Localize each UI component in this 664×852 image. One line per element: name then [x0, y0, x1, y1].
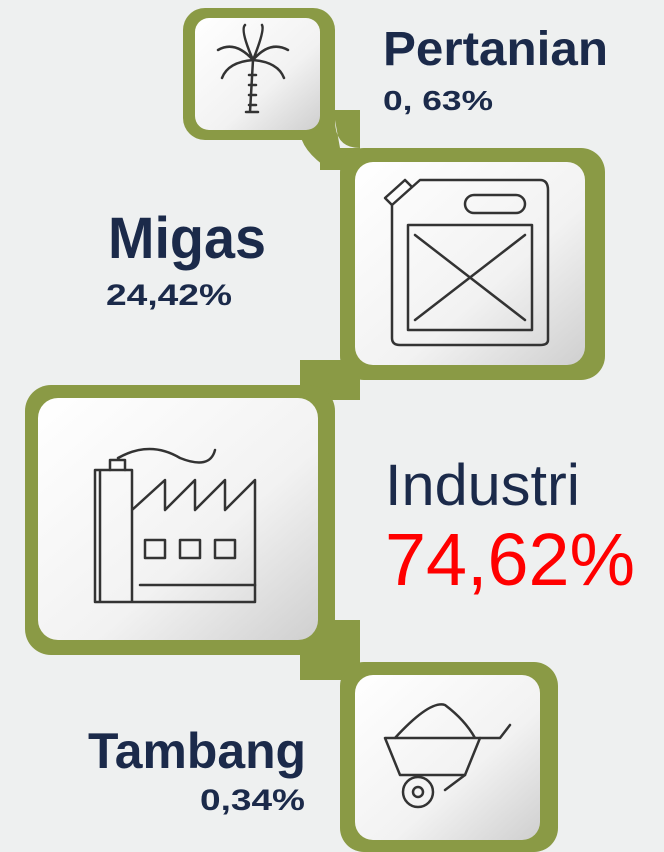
icon-box: [38, 398, 318, 640]
icon-box: [355, 162, 585, 365]
wheelbarrow-icon: [383, 703, 512, 809]
factory-icon: [93, 447, 257, 604]
item-value: 74,62%: [385, 518, 635, 601]
palm-icon: [216, 23, 290, 114]
item-value: 0, 63%: [383, 85, 493, 116]
item-name: Tambang: [88, 723, 306, 779]
icon-box: [355, 675, 540, 840]
item-value: 0,34%: [200, 784, 305, 817]
connector-cutouts: [335, 120, 360, 148]
item-name: Industri: [385, 453, 580, 518]
item-name: Pertanian: [383, 23, 608, 76]
item-name: Migas: [108, 206, 266, 271]
item-value: 24,42%: [106, 279, 232, 312]
jerrycan-icon: [383, 178, 550, 347]
